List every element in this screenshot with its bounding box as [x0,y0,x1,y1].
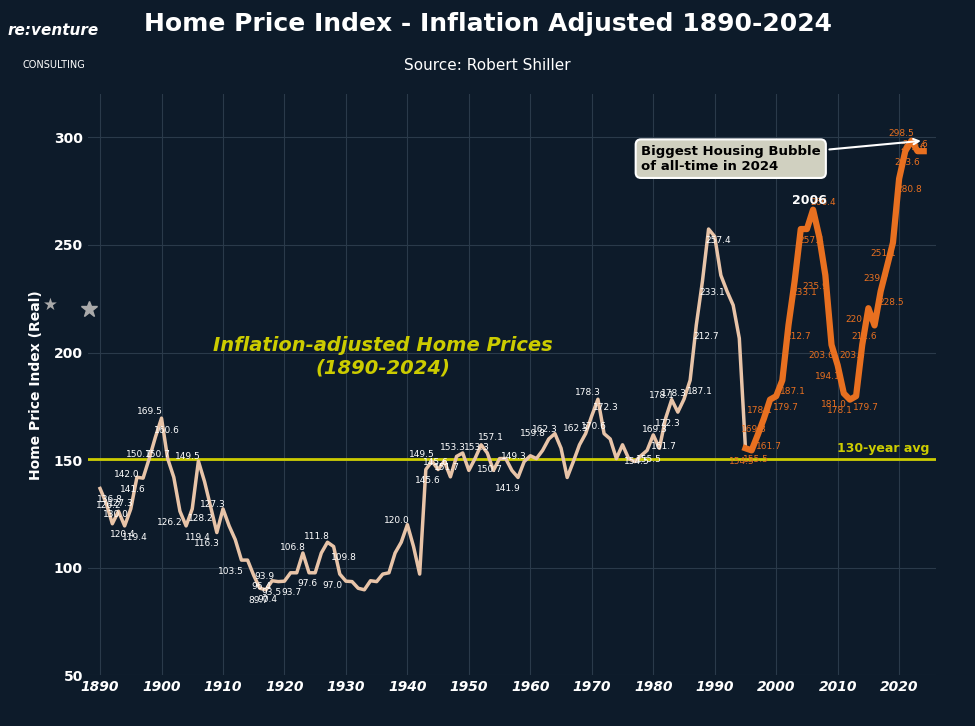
Text: 93.9: 93.9 [254,572,275,581]
Text: 298.5: 298.5 [888,129,915,138]
Text: 119.4: 119.4 [184,532,211,542]
Text: 141.9: 141.9 [495,484,521,493]
Text: Inflation-adjusted Home Prices
(1890-2024): Inflation-adjusted Home Prices (1890-202… [213,336,553,378]
Text: 161.7: 161.7 [650,441,677,451]
Text: 145.6: 145.6 [415,476,441,485]
Text: ★: ★ [43,295,58,314]
Text: 154.5: 154.5 [728,457,755,466]
Text: 257.4: 257.4 [706,236,731,245]
Text: 212.7: 212.7 [693,332,720,340]
Text: 228.5: 228.5 [878,298,904,307]
Text: 293.6: 293.6 [903,139,928,149]
Text: 97.0: 97.0 [323,581,342,590]
Text: 97.6: 97.6 [297,579,318,588]
Text: 141.6: 141.6 [120,485,146,494]
Text: Source: Robert Shiller: Source: Robert Shiller [405,58,570,73]
Text: 130-year avg: 130-year avg [838,442,930,455]
Text: 116.3: 116.3 [194,539,219,548]
Text: 169.3: 169.3 [643,425,668,434]
Text: 151.7: 151.7 [434,463,459,472]
Text: re:venture: re:venture [8,23,99,38]
Text: 149.5: 149.5 [176,452,201,462]
Text: 142.0: 142.0 [114,470,139,479]
Text: 161.7: 161.7 [757,441,782,451]
Text: 187.1: 187.1 [780,387,805,396]
Text: 203.6: 203.6 [839,351,865,360]
Text: 280.8: 280.8 [896,185,922,195]
Y-axis label: Home Price Index (Real): Home Price Index (Real) [28,290,43,480]
Text: 136.8: 136.8 [98,495,123,504]
Text: 178.1: 178.1 [648,391,675,400]
Text: 150.7: 150.7 [477,465,502,474]
Text: 128.2: 128.2 [188,513,214,523]
Text: 106.8: 106.8 [280,543,306,552]
Text: 266.4: 266.4 [810,198,836,207]
Text: 126.2: 126.2 [96,501,121,510]
Text: 150.7: 150.7 [126,450,152,459]
Text: 154.5: 154.5 [624,457,650,466]
Text: 187.1: 187.1 [687,387,714,396]
Text: 150.7: 150.7 [144,450,171,459]
Text: 203.6: 203.6 [808,351,835,360]
Text: 179.7: 179.7 [773,403,800,412]
Text: 251.1: 251.1 [870,249,896,258]
Text: 181.0: 181.0 [821,400,846,409]
Text: 149.5: 149.5 [409,449,435,459]
Text: 93.5: 93.5 [261,588,281,597]
Text: 160.6: 160.6 [154,426,179,435]
Text: 120.0: 120.0 [384,516,410,525]
Text: 149.3: 149.3 [501,452,526,460]
Text: 178.3: 178.3 [661,389,686,398]
Text: 170.6: 170.6 [581,423,606,431]
Text: 220.6: 220.6 [845,315,872,324]
Text: 90.4: 90.4 [257,595,277,604]
Text: Biggest Housing Bubble
of all-time in 2024: Biggest Housing Bubble of all-time in 20… [641,139,918,173]
Text: 179.7: 179.7 [853,403,879,412]
Text: 169.3: 169.3 [741,425,766,434]
Text: 257.4: 257.4 [798,236,824,245]
Text: 153.3: 153.3 [464,443,490,452]
Text: 2006: 2006 [792,194,827,207]
Text: 212.6: 212.6 [852,332,878,341]
Text: 169.5: 169.5 [137,407,163,416]
Text: 103.5: 103.5 [218,567,244,576]
Text: 145.6: 145.6 [423,458,448,467]
Text: 126.2: 126.2 [157,518,182,527]
Text: 194.1: 194.1 [815,372,840,381]
Text: 130.0: 130.0 [103,510,130,518]
Text: 233.1: 233.1 [700,288,725,297]
Text: 127.3: 127.3 [108,499,134,508]
Text: 109.8: 109.8 [331,553,357,562]
Text: 235.9: 235.9 [802,282,828,291]
Text: 111.8: 111.8 [304,532,331,541]
Text: 293.6: 293.6 [895,158,920,167]
Text: 233.1: 233.1 [792,288,818,297]
Text: 172.3: 172.3 [594,404,619,412]
Text: 162.3: 162.3 [563,423,589,433]
Text: 119.4: 119.4 [122,532,147,542]
Text: 155.5: 155.5 [637,455,662,464]
Text: 178.1: 178.1 [827,407,853,415]
Text: 178.1: 178.1 [747,407,773,415]
Text: 93.7: 93.7 [282,588,302,597]
Text: 89.7: 89.7 [249,596,269,605]
Text: 212.7: 212.7 [786,332,811,340]
Text: 162.3: 162.3 [532,425,558,434]
Text: 96.4: 96.4 [251,582,271,591]
Text: 239.7: 239.7 [864,274,889,282]
Text: 159.8: 159.8 [520,429,545,438]
Text: 178.3: 178.3 [575,388,601,396]
Text: 293.6: 293.6 [901,142,926,152]
Text: CONSULTING: CONSULTING [22,60,85,70]
Text: 153.3: 153.3 [440,443,465,452]
Text: 172.3: 172.3 [655,419,681,428]
Text: 120.4: 120.4 [109,531,136,539]
Text: 127.3: 127.3 [200,500,226,509]
Text: 155.5: 155.5 [743,455,768,464]
Text: 157.1: 157.1 [479,433,504,442]
Text: Home Price Index - Inflation Adjusted 1890-2024: Home Price Index - Inflation Adjusted 18… [143,12,832,36]
